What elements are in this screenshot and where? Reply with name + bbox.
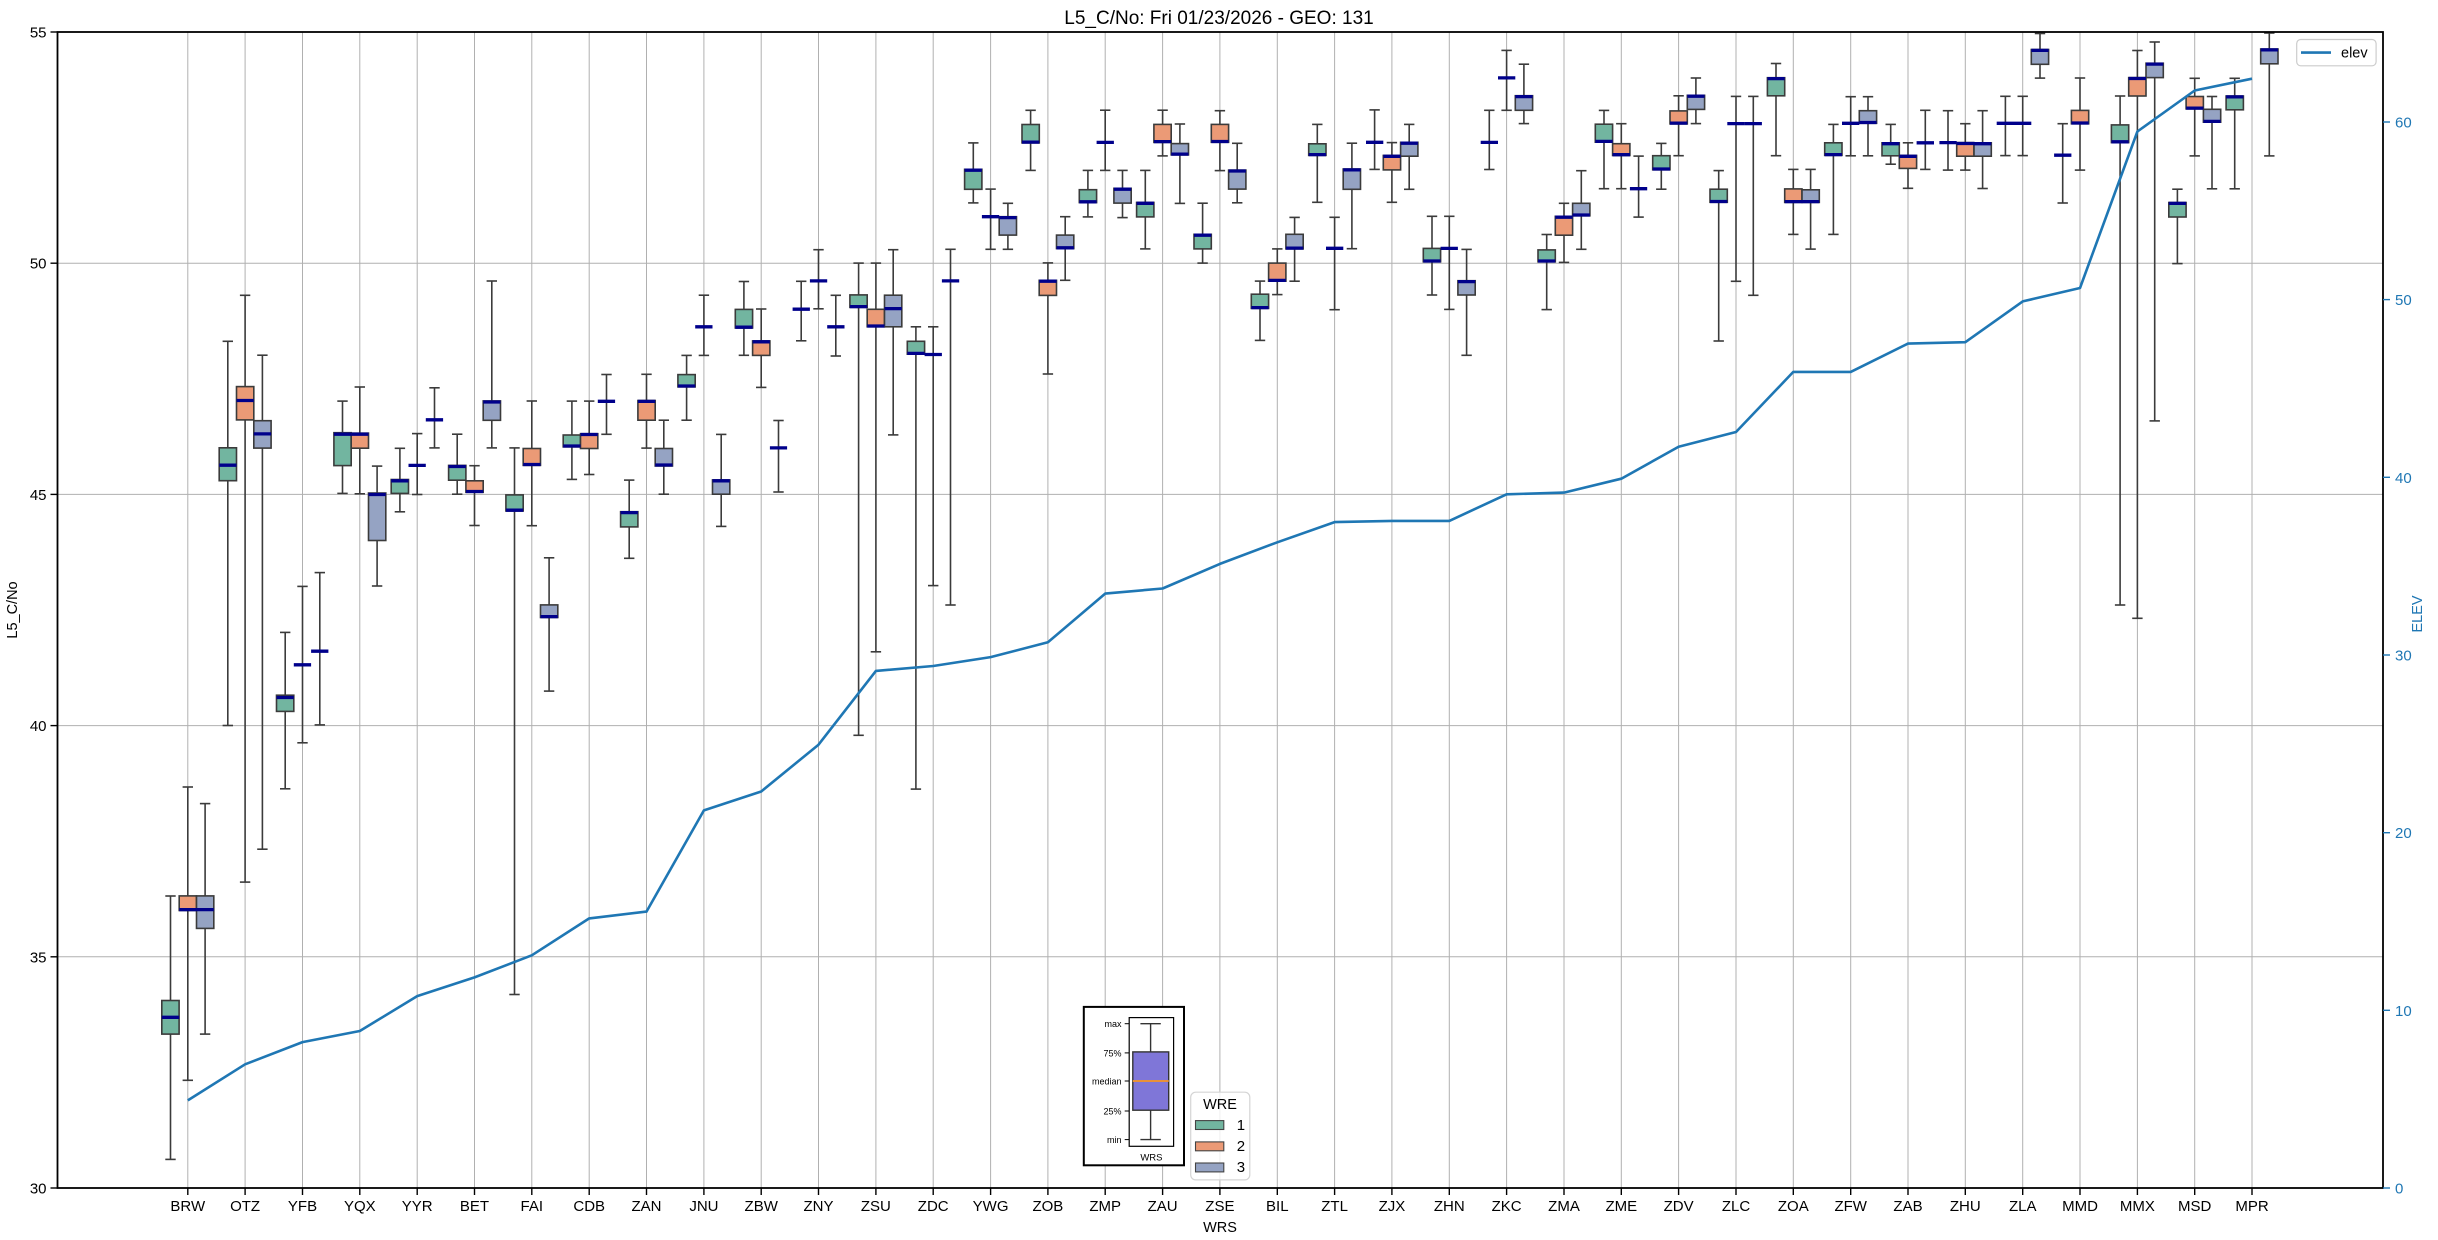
svg-text:L5_C/No: L5_C/No (5, 581, 21, 638)
svg-text:50: 50 (2395, 292, 2412, 309)
svg-text:60: 60 (2395, 115, 2412, 132)
svg-text:1: 1 (1237, 1117, 1245, 1134)
svg-text:30: 30 (2395, 648, 2412, 665)
svg-text:35: 35 (30, 949, 47, 966)
svg-text:40: 40 (2395, 470, 2412, 487)
svg-text:YQX: YQX (344, 1198, 376, 1215)
svg-text:ZAU: ZAU (1148, 1198, 1178, 1215)
svg-text:MSD: MSD (2178, 1198, 2212, 1215)
svg-text:50: 50 (30, 256, 47, 273)
svg-text:30: 30 (30, 1181, 47, 1198)
svg-text:WRS: WRS (1203, 1220, 1237, 1236)
svg-text:elev: elev (2341, 46, 2368, 62)
svg-text:ZBW: ZBW (745, 1198, 779, 1215)
svg-text:OTZ: OTZ (230, 1198, 260, 1215)
svg-text:WRE: WRE (1203, 1097, 1237, 1113)
svg-text:ZAB: ZAB (1893, 1198, 1922, 1215)
svg-text:ZKC: ZKC (1492, 1198, 1522, 1215)
svg-text:BET: BET (460, 1198, 489, 1215)
svg-text:JNU: JNU (689, 1198, 718, 1215)
svg-text:ZSE: ZSE (1205, 1198, 1234, 1215)
svg-text:ZMA: ZMA (1548, 1198, 1580, 1215)
svg-text:ZOB: ZOB (1032, 1198, 1063, 1215)
svg-text:ZLC: ZLC (1722, 1198, 1751, 1215)
svg-text:0: 0 (2395, 1181, 2403, 1198)
svg-text:BRW: BRW (170, 1198, 206, 1215)
svg-text:10: 10 (2395, 1003, 2412, 1020)
svg-text:ZSU: ZSU (861, 1198, 891, 1215)
svg-text:40: 40 (30, 718, 47, 735)
svg-text:ZME: ZME (1605, 1198, 1637, 1215)
svg-text:45: 45 (30, 487, 47, 504)
svg-text:ZHN: ZHN (1434, 1198, 1465, 1215)
svg-text:ZLA: ZLA (2009, 1198, 2037, 1215)
svg-text:YYR: YYR (402, 1198, 433, 1215)
svg-text:L5_C/No: Fri 01/23/2026 - GEO:: L5_C/No: Fri 01/23/2026 - GEO: 131 (1064, 8, 1373, 29)
svg-text:MMD: MMD (2062, 1198, 2098, 1215)
svg-text:CDB: CDB (573, 1198, 605, 1215)
svg-text:ZMP: ZMP (1089, 1198, 1121, 1215)
svg-text:ZNY: ZNY (804, 1198, 834, 1215)
svg-text:ELEV: ELEV (2410, 595, 2426, 632)
svg-text:WRS: WRS (1140, 1153, 1162, 1164)
svg-text:25%: 25% (1103, 1107, 1121, 1117)
svg-text:75%: 75% (1103, 1048, 1121, 1058)
svg-text:BIL: BIL (1266, 1198, 1289, 1215)
svg-text:ZOA: ZOA (1778, 1198, 1809, 1215)
svg-text:YWG: YWG (973, 1198, 1009, 1215)
svg-text:MMX: MMX (2120, 1198, 2155, 1215)
svg-text:FAI: FAI (521, 1198, 544, 1215)
svg-text:ZJX: ZJX (1379, 1198, 1406, 1215)
svg-text:ZTL: ZTL (1321, 1198, 1348, 1215)
svg-text:55: 55 (30, 25, 47, 42)
svg-text:20: 20 (2395, 825, 2412, 842)
svg-text:max: max (1104, 1019, 1122, 1029)
svg-text:YFB: YFB (288, 1198, 317, 1215)
svg-text:2: 2 (1237, 1138, 1245, 1155)
svg-text:ZDV: ZDV (1664, 1198, 1694, 1215)
svg-text:ZHU: ZHU (1950, 1198, 1981, 1215)
svg-text:ZAN: ZAN (632, 1198, 662, 1215)
svg-text:median: median (1092, 1077, 1122, 1087)
svg-text:3: 3 (1237, 1159, 1245, 1176)
svg-text:ZFW: ZFW (1834, 1198, 1867, 1215)
svg-text:MPR: MPR (2235, 1198, 2269, 1215)
svg-text:ZDC: ZDC (918, 1198, 949, 1215)
svg-text:min: min (1107, 1135, 1122, 1145)
